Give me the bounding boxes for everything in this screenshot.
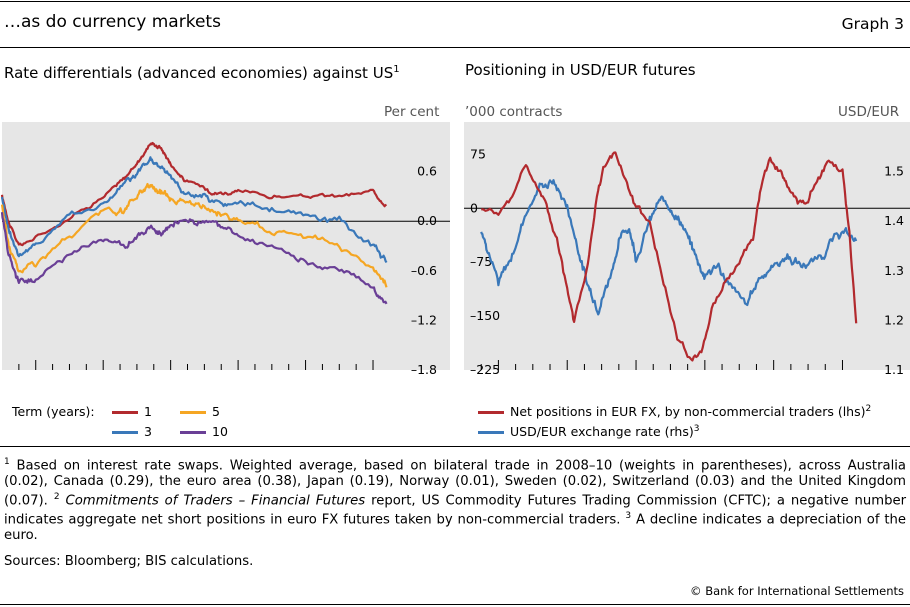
right-plot-background xyxy=(464,122,910,370)
right-y-left-tick-label: 0 xyxy=(470,200,478,215)
sources: Sources: Bloomberg; BIS calculations. xyxy=(4,554,254,569)
left-series-5-line xyxy=(0,182,388,288)
legend-swatch-10 xyxy=(180,431,206,434)
left-y-tick-label: –1.8 xyxy=(411,362,437,377)
footnote-3-text: A decline indicates a depreciation of th… xyxy=(4,511,906,543)
legend-label-exchange-rate: USD/EUR exchange rate (rhs) xyxy=(510,424,694,440)
left-unit-label: Per cent xyxy=(384,104,440,120)
legend-item-3: 3 xyxy=(112,424,152,439)
footnotes: 1 Based on interest rate swaps. Weighted… xyxy=(4,455,906,543)
footnote-3-mark: 3 xyxy=(625,510,632,521)
right-y-right-tick-label: 1.2 xyxy=(884,312,904,327)
legend-swatch-5 xyxy=(180,411,206,414)
left-title-footnote-mark: 1 xyxy=(393,64,400,75)
right-y-right-tick-label: 1.3 xyxy=(884,263,904,278)
left-y-tick-label: 0.6 xyxy=(417,164,437,179)
right-legend-net-positions: Net positions in EUR FX, by non-commerci… xyxy=(478,404,871,419)
legend-swatch-exchange-rate xyxy=(478,431,504,435)
right-unit-left-label: ’000 contracts xyxy=(465,104,563,120)
left-series-10-line xyxy=(0,212,388,305)
right-exchange-rate-line xyxy=(480,179,858,316)
right-y-right-tick-label: 1.1 xyxy=(884,362,904,377)
footnote-1-text: Based on interest rate swaps. Weighted a… xyxy=(4,458,906,508)
right-chart: –225–150–750751.11.21.31.41.520092010201… xyxy=(464,122,910,377)
bottom-rule xyxy=(0,604,910,605)
left-panel-title: Rate differentials (advanced economies) … xyxy=(4,61,444,82)
left-legend-caption: Term (years): xyxy=(12,404,95,419)
legend-label-5: 5 xyxy=(212,404,220,419)
right-panel-title: Positioning in USD/EUR futures xyxy=(465,61,696,79)
right-legend-exchange-rate: USD/EUR exchange rate (rhs)3 xyxy=(478,424,699,439)
right-y-left-tick-label: –150 xyxy=(470,308,500,323)
left-chart: –1.8–1.2–0.60.00.62009201020112012201320… xyxy=(0,122,450,377)
legend-label-10: 10 xyxy=(212,424,228,439)
figure-title: …as do currency markets xyxy=(4,12,221,32)
footnote-2-text: report, US Commodity Futures Trading Com… xyxy=(4,492,906,527)
header-rule xyxy=(0,47,910,48)
legend-label-3: 3 xyxy=(144,424,152,439)
legend-label-1: 1 xyxy=(144,404,152,419)
left-series-3-line xyxy=(0,156,388,264)
legend-swatch-net-positions xyxy=(478,411,504,415)
left-y-tick-label: –0.6 xyxy=(411,263,437,278)
copyright: © Bank for International Settlements xyxy=(690,584,904,598)
graph-label: Graph 3 xyxy=(841,15,904,33)
right-y-left-tick-label: –225 xyxy=(470,362,500,377)
legend-label-net-positions: Net positions in EUR FX, by non-commerci… xyxy=(510,404,866,420)
legend-item-10: 10 xyxy=(180,424,228,439)
legend-item-1: 1 xyxy=(112,404,152,419)
left-plot-background xyxy=(2,122,450,370)
legend-footnote-2: 2 xyxy=(865,404,872,414)
footnote-2-mark: 2 xyxy=(53,491,60,502)
footnote-1-mark: 1 xyxy=(4,457,10,467)
footnote-rule xyxy=(0,446,910,447)
left-panel-title-text: Rate differentials (advanced economies) … xyxy=(4,64,394,82)
right-net-positions-line xyxy=(481,151,858,362)
legend-item-5: 5 xyxy=(180,404,220,419)
left-y-tick-label: 0.0 xyxy=(417,213,437,228)
right-unit-right-label: USD/EUR xyxy=(838,104,900,120)
left-y-tick-label: –1.2 xyxy=(411,312,437,327)
right-y-right-tick-label: 1.4 xyxy=(884,213,904,228)
right-y-right-tick-label: 1.5 xyxy=(884,164,904,179)
left-series-1-line xyxy=(0,141,387,247)
legend-swatch-3 xyxy=(112,431,138,434)
right-y-left-tick-label: 75 xyxy=(470,146,486,161)
top-rule xyxy=(0,1,910,2)
legend-footnote-3: 3 xyxy=(693,424,700,434)
right-y-left-tick-label: –75 xyxy=(470,254,492,269)
footnote-2-italic: Commitments of Traders – Financial Futur… xyxy=(65,492,366,508)
legend-swatch-1 xyxy=(112,411,138,414)
